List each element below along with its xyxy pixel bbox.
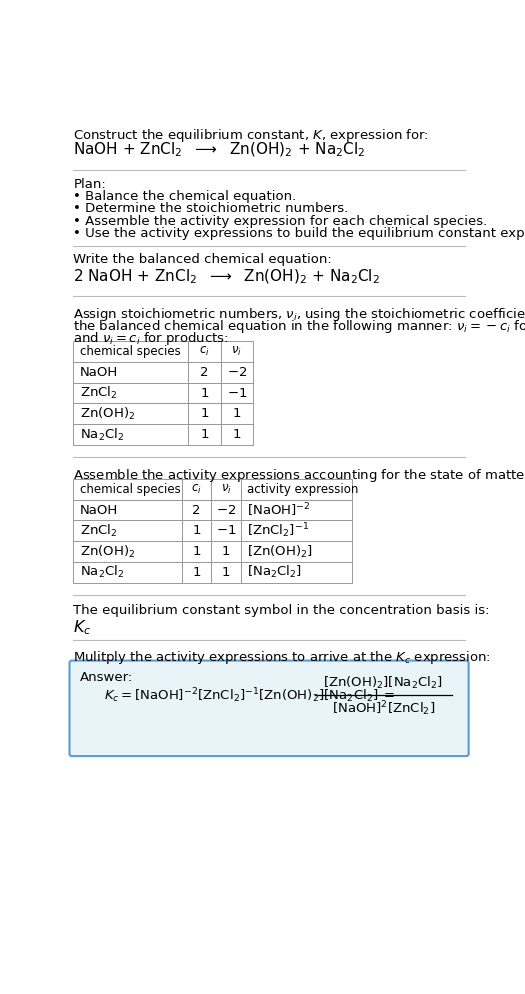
- Text: $[\mathrm{ZnCl_2}]^{-1}$: $[\mathrm{ZnCl_2}]^{-1}$: [247, 522, 309, 540]
- Bar: [74, 562, 182, 582]
- Bar: [241, 500, 352, 521]
- Text: Plan:: Plan:: [74, 178, 106, 191]
- Text: $-1$: $-1$: [216, 525, 236, 538]
- Text: $[\mathrm{Zn(OH)_2}]$: $[\mathrm{Zn(OH)_2}]$: [247, 544, 313, 560]
- Text: • Balance the chemical equation.: • Balance the chemical equation.: [74, 190, 297, 203]
- Bar: [182, 500, 212, 521]
- Bar: [182, 542, 212, 562]
- Bar: [188, 424, 220, 445]
- Bar: [74, 479, 182, 500]
- Bar: [241, 562, 352, 582]
- Text: $-2$: $-2$: [227, 366, 247, 379]
- Bar: [212, 500, 241, 521]
- Bar: [212, 542, 241, 562]
- Text: 1: 1: [192, 525, 201, 538]
- Text: NaOH + ZnCl$_2$  $\longrightarrow$  Zn(OH)$_2$ + Na$_2$Cl$_2$: NaOH + ZnCl$_2$ $\longrightarrow$ Zn(OH)…: [74, 141, 366, 159]
- Text: $\nu_i$: $\nu_i$: [220, 483, 232, 496]
- Text: 1: 1: [192, 545, 201, 559]
- Text: Write the balanced chemical equation:: Write the balanced chemical equation:: [74, 253, 332, 266]
- Text: NaOH: NaOH: [80, 504, 118, 517]
- Text: • Assemble the activity expression for each chemical species.: • Assemble the activity expression for e…: [74, 215, 488, 228]
- Text: 1: 1: [200, 408, 208, 420]
- Text: chemical species: chemical species: [80, 483, 180, 496]
- Text: $[\mathrm{Zn(OH)_2}][\mathrm{Na_2Cl_2}]$: $[\mathrm{Zn(OH)_2}][\mathrm{Na_2Cl_2}]$: [323, 675, 443, 691]
- Text: ZnCl$_2$: ZnCl$_2$: [80, 523, 117, 539]
- Text: 2: 2: [192, 504, 201, 517]
- Text: $c_i$: $c_i$: [191, 483, 202, 496]
- Bar: [220, 341, 253, 362]
- Bar: [241, 542, 352, 562]
- Bar: [74, 404, 188, 424]
- Text: • Determine the stoichiometric numbers.: • Determine the stoichiometric numbers.: [74, 203, 349, 216]
- Bar: [212, 479, 241, 500]
- Bar: [74, 341, 188, 362]
- Bar: [74, 500, 182, 521]
- Bar: [220, 424, 253, 445]
- Text: and $\nu_i = c_i$ for products:: and $\nu_i = c_i$ for products:: [74, 330, 229, 347]
- Text: 1: 1: [200, 387, 208, 400]
- Text: 2 NaOH + ZnCl$_2$  $\longrightarrow$  Zn(OH)$_2$ + Na$_2$Cl$_2$: 2 NaOH + ZnCl$_2$ $\longrightarrow$ Zn(O…: [74, 267, 381, 285]
- Bar: [241, 479, 352, 500]
- Text: 2: 2: [200, 366, 208, 379]
- Bar: [188, 341, 220, 362]
- Text: $[\mathrm{NaOH}]^{-2}$: $[\mathrm{NaOH}]^{-2}$: [247, 501, 311, 519]
- Bar: [220, 383, 253, 404]
- Text: 1: 1: [200, 428, 208, 441]
- Bar: [220, 362, 253, 383]
- Bar: [188, 404, 220, 424]
- Text: ZnCl$_2$: ZnCl$_2$: [80, 385, 117, 401]
- Text: 1: 1: [233, 428, 241, 441]
- Bar: [182, 521, 212, 542]
- Text: $-2$: $-2$: [216, 504, 236, 517]
- Text: $[\mathrm{NaOH}]^2[\mathrm{ZnCl_2}]$: $[\mathrm{NaOH}]^2[\mathrm{ZnCl_2}]$: [332, 700, 435, 719]
- Text: $K_c = [\mathrm{NaOH}]^{-2}[\mathrm{ZnCl_2}]^{-1}[\mathrm{Zn(OH)_2}][\mathrm{Na_: $K_c = [\mathrm{NaOH}]^{-2}[\mathrm{ZnCl…: [104, 686, 396, 705]
- Text: $c_i$: $c_i$: [199, 345, 209, 358]
- Bar: [182, 562, 212, 582]
- Text: $K_c$: $K_c$: [74, 618, 92, 637]
- Bar: [241, 521, 352, 542]
- Bar: [188, 362, 220, 383]
- Bar: [74, 542, 182, 562]
- Text: NaOH: NaOH: [80, 366, 118, 379]
- Bar: [182, 479, 212, 500]
- Text: activity expression: activity expression: [247, 483, 359, 496]
- Bar: [220, 404, 253, 424]
- Text: $-1$: $-1$: [227, 387, 247, 400]
- Text: Construct the equilibrium constant, $K$, expression for:: Construct the equilibrium constant, $K$,…: [74, 127, 429, 144]
- Text: 1: 1: [233, 408, 241, 420]
- Text: 1: 1: [222, 545, 230, 559]
- Text: the balanced chemical equation in the following manner: $\nu_i = -c_i$ for react: the balanced chemical equation in the fo…: [74, 318, 525, 335]
- Bar: [212, 521, 241, 542]
- Text: Assign stoichiometric numbers, $\nu_i$, using the stoichiometric coefficients, $: Assign stoichiometric numbers, $\nu_i$, …: [74, 305, 525, 323]
- Text: Zn(OH)$_2$: Zn(OH)$_2$: [80, 544, 135, 560]
- Bar: [74, 521, 182, 542]
- Text: $\nu_i$: $\nu_i$: [232, 345, 243, 358]
- Text: Zn(OH)$_2$: Zn(OH)$_2$: [80, 406, 135, 421]
- Text: Mulitply the activity expressions to arrive at the $K_c$ expression:: Mulitply the activity expressions to arr…: [74, 649, 491, 666]
- Text: Assemble the activity expressions accounting for the state of matter and $\nu_i$: Assemble the activity expressions accoun…: [74, 466, 525, 483]
- Bar: [212, 562, 241, 582]
- Text: 1: 1: [192, 566, 201, 579]
- Text: Na$_2$Cl$_2$: Na$_2$Cl$_2$: [80, 426, 124, 442]
- FancyBboxPatch shape: [69, 661, 469, 756]
- Text: $[\mathrm{Na_2Cl_2}]$: $[\mathrm{Na_2Cl_2}]$: [247, 565, 302, 580]
- Bar: [74, 362, 188, 383]
- Bar: [74, 383, 188, 404]
- Text: • Use the activity expressions to build the equilibrium constant expression.: • Use the activity expressions to build …: [74, 227, 525, 241]
- Text: The equilibrium constant symbol in the concentration basis is:: The equilibrium constant symbol in the c…: [74, 604, 490, 617]
- Text: Answer:: Answer:: [80, 671, 133, 684]
- Text: chemical species: chemical species: [80, 345, 181, 358]
- Bar: [74, 424, 188, 445]
- Bar: [188, 383, 220, 404]
- Text: Na$_2$Cl$_2$: Na$_2$Cl$_2$: [80, 565, 124, 580]
- Text: 1: 1: [222, 566, 230, 579]
